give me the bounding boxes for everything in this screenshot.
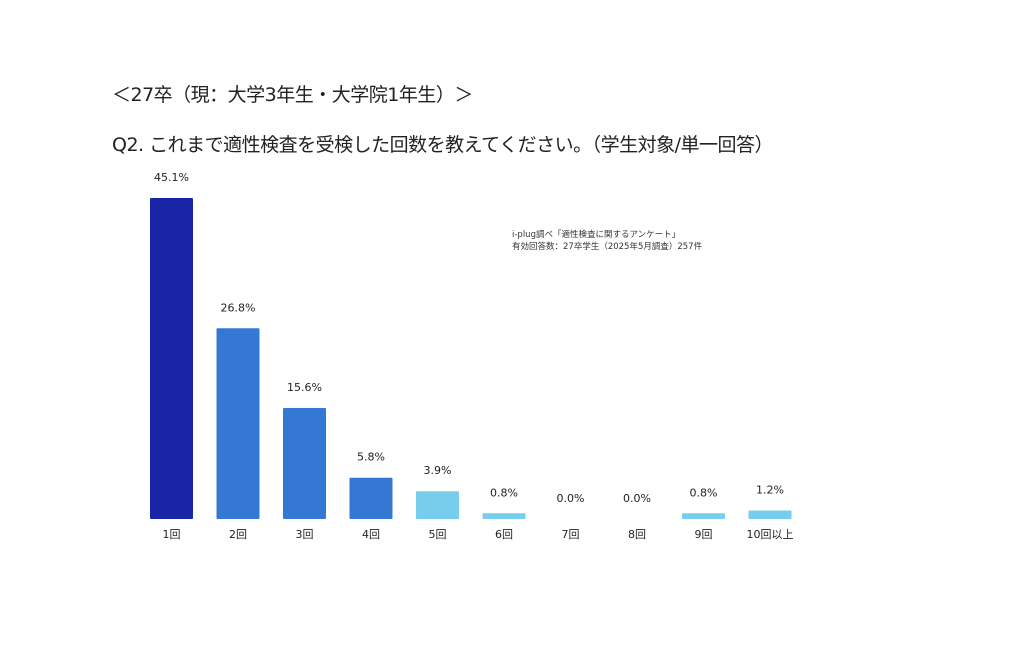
data-label: 0.0% — [557, 492, 585, 505]
category-label: 5回 — [429, 528, 447, 541]
category-label: 9回 — [695, 528, 713, 541]
category-label: 4回 — [362, 528, 380, 541]
bar-6 — [482, 513, 526, 519]
data-label: 0.8% — [490, 486, 518, 499]
category-label: 8回 — [628, 528, 646, 541]
question-title: Q2. これまで適性検査を受検した回数を教えてください。（学生対象/単一回答） — [112, 134, 774, 156]
data-label: 26.8% — [221, 301, 256, 314]
data-label: 45.1% — [154, 171, 189, 184]
bar-2 — [216, 328, 260, 519]
source-line-1: i-plug調べ「適性検査に関するアンケート」 — [512, 230, 681, 240]
data-label: 15.6% — [287, 381, 322, 394]
category-label: 3回 — [296, 528, 314, 541]
category-label: 6回 — [495, 528, 513, 541]
data-label: 1.2% — [756, 483, 784, 496]
category-label: 1回 — [163, 528, 181, 541]
bar-4 — [349, 477, 393, 519]
category-label: 7回 — [562, 528, 580, 541]
data-label: 5.8% — [357, 451, 385, 464]
bar-5 — [416, 491, 459, 519]
data-label: 0.8% — [690, 486, 718, 499]
cohort-title: ＜27卒（現：大学3年生・大学院1年生）＞ — [112, 84, 473, 106]
category-label: 2回 — [229, 528, 247, 541]
bar-9 — [682, 513, 725, 519]
category-label: 10回以上 — [747, 528, 794, 541]
source-note: i-plug調べ「適性検査に関するアンケート」 有効回答数：27卒学生（2025… — [512, 229, 702, 253]
data-label: 3.9% — [424, 464, 452, 477]
bar-10 — [748, 510, 792, 519]
bar-1 — [150, 198, 193, 519]
source-line-2: 有効回答数：27卒学生（2025年5月調査）257件 — [512, 242, 703, 252]
bar-3 — [283, 407, 326, 519]
data-label: 0.0% — [623, 492, 651, 505]
